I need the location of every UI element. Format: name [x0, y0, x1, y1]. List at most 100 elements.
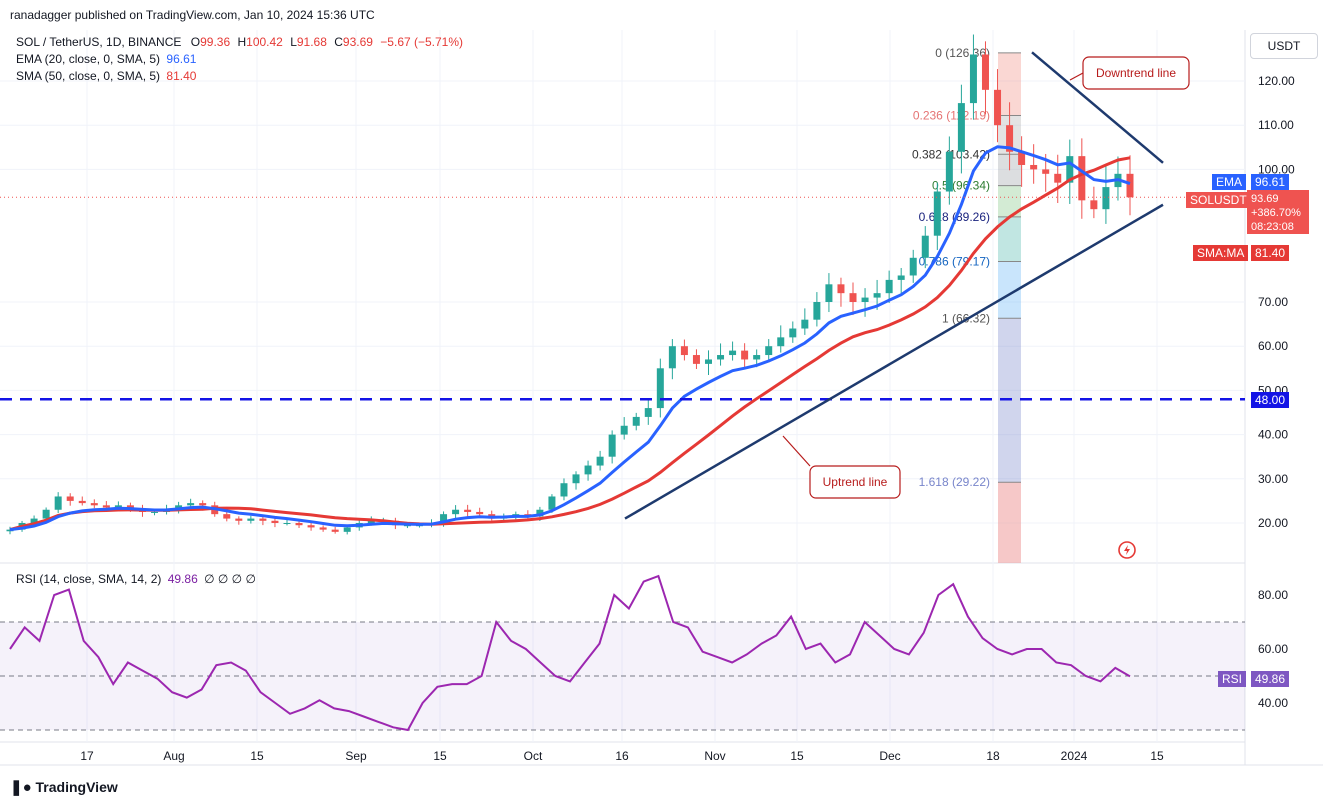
candle-body	[1030, 164, 1038, 170]
candle-body	[994, 89, 1002, 126]
time-tick-label: 15	[1150, 749, 1164, 763]
candle-body	[452, 509, 460, 515]
sma-legend[interactable]: SMA (50, close, 0, SMA, 5) 81.40	[16, 69, 196, 83]
sma-label: SMA (50, close, 0, SMA, 5)	[16, 69, 161, 83]
symbol-tag-pct: +386.70%	[1251, 207, 1301, 219]
time-tick-label: Sep	[345, 749, 367, 763]
price-tick-label: 60.00	[1258, 339, 1288, 353]
candle-body	[837, 284, 845, 294]
publisher-line: ranadagger published on TradingView.com,…	[10, 8, 375, 22]
symbol-name: SOL / TetherUS, 1D, BINANCE	[16, 35, 182, 49]
price-tick-label: 70.00	[1258, 295, 1288, 309]
candle-body	[102, 505, 110, 508]
candle-body	[90, 503, 98, 506]
rsi-value: 49.86	[167, 572, 198, 586]
brand-name: TradingView	[35, 779, 118, 795]
candle-body	[1066, 156, 1074, 183]
candle-body	[66, 496, 74, 501]
ema-label: EMA (20, close, 0, SMA, 5)	[16, 52, 161, 66]
candle-body	[945, 151, 953, 192]
fib-zone	[998, 52, 1021, 116]
candle-body	[235, 518, 243, 521]
callout-pointer	[1069, 72, 1084, 81]
time-tick-label: Dec	[879, 749, 900, 763]
rsi-pane: 80.00 60.00 40.00	[0, 574, 1288, 732]
candle-body	[680, 346, 688, 356]
candle-body	[78, 500, 86, 504]
candle-body	[596, 456, 604, 466]
time-tick-label: 15	[250, 749, 264, 763]
candle-body	[861, 297, 869, 302]
candle-body	[981, 54, 989, 90]
fib-zone	[998, 216, 1021, 262]
rsi-tag-value: 49.86	[1251, 671, 1290, 687]
candle-body	[1126, 173, 1134, 198]
candle-body	[343, 527, 351, 532]
rsi-tick-label: 60.00	[1258, 642, 1288, 656]
fib-level-label: 0.5 (96.34)	[932, 179, 990, 193]
candle-body	[548, 496, 556, 510]
candle-body	[1042, 169, 1050, 174]
tradingview-logo[interactable]: ❚● TradingView	[10, 778, 118, 796]
candle-body	[223, 514, 231, 519]
rsi-tag-name: RSI	[1218, 671, 1247, 687]
currency-button[interactable]: USDT	[1250, 33, 1318, 59]
candle-body	[584, 465, 592, 475]
rsi-label: RSI (14, close, SMA, 14, 2)	[16, 572, 162, 586]
candle-body	[729, 350, 737, 356]
time-tick-label: Oct	[524, 749, 543, 763]
downtrend-annotation: Downtrend line	[1069, 56, 1190, 90]
candle-body	[307, 525, 315, 528]
symbol-tag-price: 93.69	[1251, 193, 1279, 205]
lightning-icon[interactable]	[1118, 541, 1136, 559]
time-tick-label: 15	[790, 749, 804, 763]
candle-body	[1018, 151, 1026, 165]
sma-line	[9, 156, 1131, 532]
candle-body	[1006, 125, 1014, 152]
time-tick-label: Aug	[163, 749, 184, 763]
candle-body	[367, 520, 375, 523]
time-tick-label: 16	[615, 749, 629, 763]
candle-body	[897, 275, 905, 280]
fib-level-label: 1.618 (29.22)	[919, 475, 990, 489]
high-value: 100.42	[246, 35, 283, 49]
fib-zone	[998, 261, 1021, 319]
rsi-tick-label: 80.00	[1258, 588, 1288, 602]
candle-body	[464, 509, 472, 512]
candle-body	[957, 103, 965, 152]
candle-body	[271, 520, 279, 523]
fib-zone	[998, 185, 1021, 217]
ema-tag-value: 96.61	[1251, 174, 1290, 190]
candle-body	[765, 346, 773, 356]
fib-zone	[998, 482, 1021, 563]
candle-body	[30, 518, 38, 523]
symbol-legend: SOL / TetherUS, 1D, BINANCE O99.36 H100.…	[16, 35, 463, 49]
symbol-tag-name: SOLUSDT	[1186, 192, 1251, 208]
time-tick-label: 15	[433, 749, 447, 763]
callout-text: Uptrend line	[823, 475, 888, 489]
callout-text: Downtrend line	[1096, 66, 1176, 80]
rsi-tick-label: 40.00	[1258, 696, 1288, 710]
callout-pointer	[782, 435, 811, 467]
rsi-legend[interactable]: RSI (14, close, SMA, 14, 2) 49.86 ∅ ∅ ∅ …	[16, 572, 256, 586]
rsi-extra: ∅ ∅ ∅ ∅	[204, 572, 256, 586]
fib-level-label: 0 (126.36)	[935, 46, 990, 60]
ema-legend[interactable]: EMA (20, close, 0, SMA, 5) 96.61	[16, 52, 196, 66]
price-tick-label: 40.00	[1258, 428, 1288, 442]
candle-body	[632, 416, 640, 426]
open-label: O	[190, 35, 201, 49]
candle-body	[849, 293, 857, 302]
symbol-price-box: 93.69 +386.70% 08:23:08	[1247, 190, 1309, 234]
candle-body	[1078, 156, 1086, 201]
candle-body	[440, 514, 448, 523]
callout-box	[809, 465, 901, 499]
candle-body	[536, 509, 544, 517]
candle-body	[1102, 187, 1110, 210]
candle-body	[620, 425, 628, 435]
candle-body	[656, 368, 664, 409]
ema-value: 96.61	[166, 52, 197, 66]
price-tick-label: 110.00	[1258, 118, 1294, 132]
uptrend-annotation: Uptrend line	[782, 435, 901, 499]
candle-body	[295, 523, 303, 526]
